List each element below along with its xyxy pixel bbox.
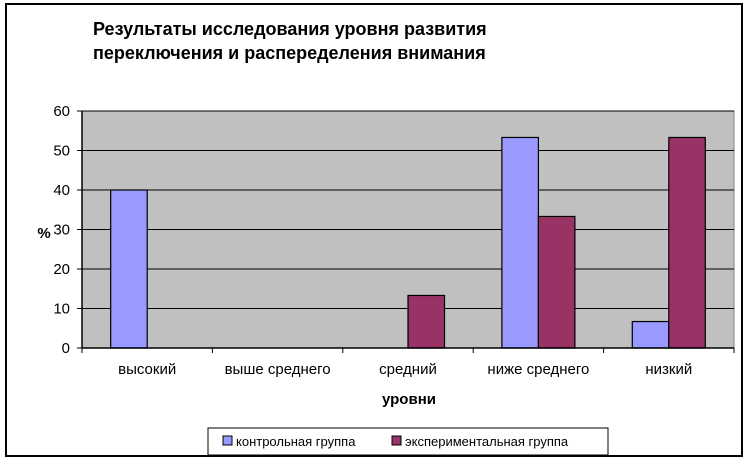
x-tick-label-4: низкий — [645, 361, 692, 378]
y-axis-label: % — [37, 225, 50, 242]
legend: контрольная группа экспериментальная гру… — [208, 428, 608, 455]
bar-series1-4 — [669, 137, 706, 348]
bar-series0-3 — [502, 137, 539, 348]
y-tick-label-50: 50 — [53, 143, 70, 160]
legend-swatch-experimental — [392, 436, 401, 445]
chart-title-line-2: переключения и распеределения внимания — [93, 43, 486, 63]
legend-label-control: контрольная группа — [236, 434, 356, 449]
x-tick-label-2: средний — [379, 361, 437, 378]
x-tick-label-3: ниже среднего — [487, 361, 589, 378]
y-tick-label-40: 40 — [53, 182, 70, 199]
x-axis-label: уровни — [382, 391, 436, 408]
bar-series0-0 — [111, 190, 148, 348]
x-tick-label-1: выше среднего — [225, 361, 331, 378]
y-tick-label-20: 20 — [53, 261, 70, 278]
bar-series1-2 — [408, 295, 445, 348]
legend-swatch-control — [223, 436, 232, 445]
bar-series0-4 — [632, 322, 669, 348]
legend-label-experimental: экспериментальная группа — [405, 434, 569, 449]
chart-title-line-1: Результаты исследования уровня развития — [93, 19, 487, 39]
bar-series1-3 — [538, 216, 575, 348]
y-tick-label-0: 0 — [62, 340, 70, 357]
y-tick-label-10: 10 — [53, 301, 70, 318]
y-tick-label-60: 60 — [53, 103, 70, 120]
y-tick-label-30: 30 — [53, 222, 70, 239]
x-tick-label-0: высокий — [118, 361, 176, 378]
